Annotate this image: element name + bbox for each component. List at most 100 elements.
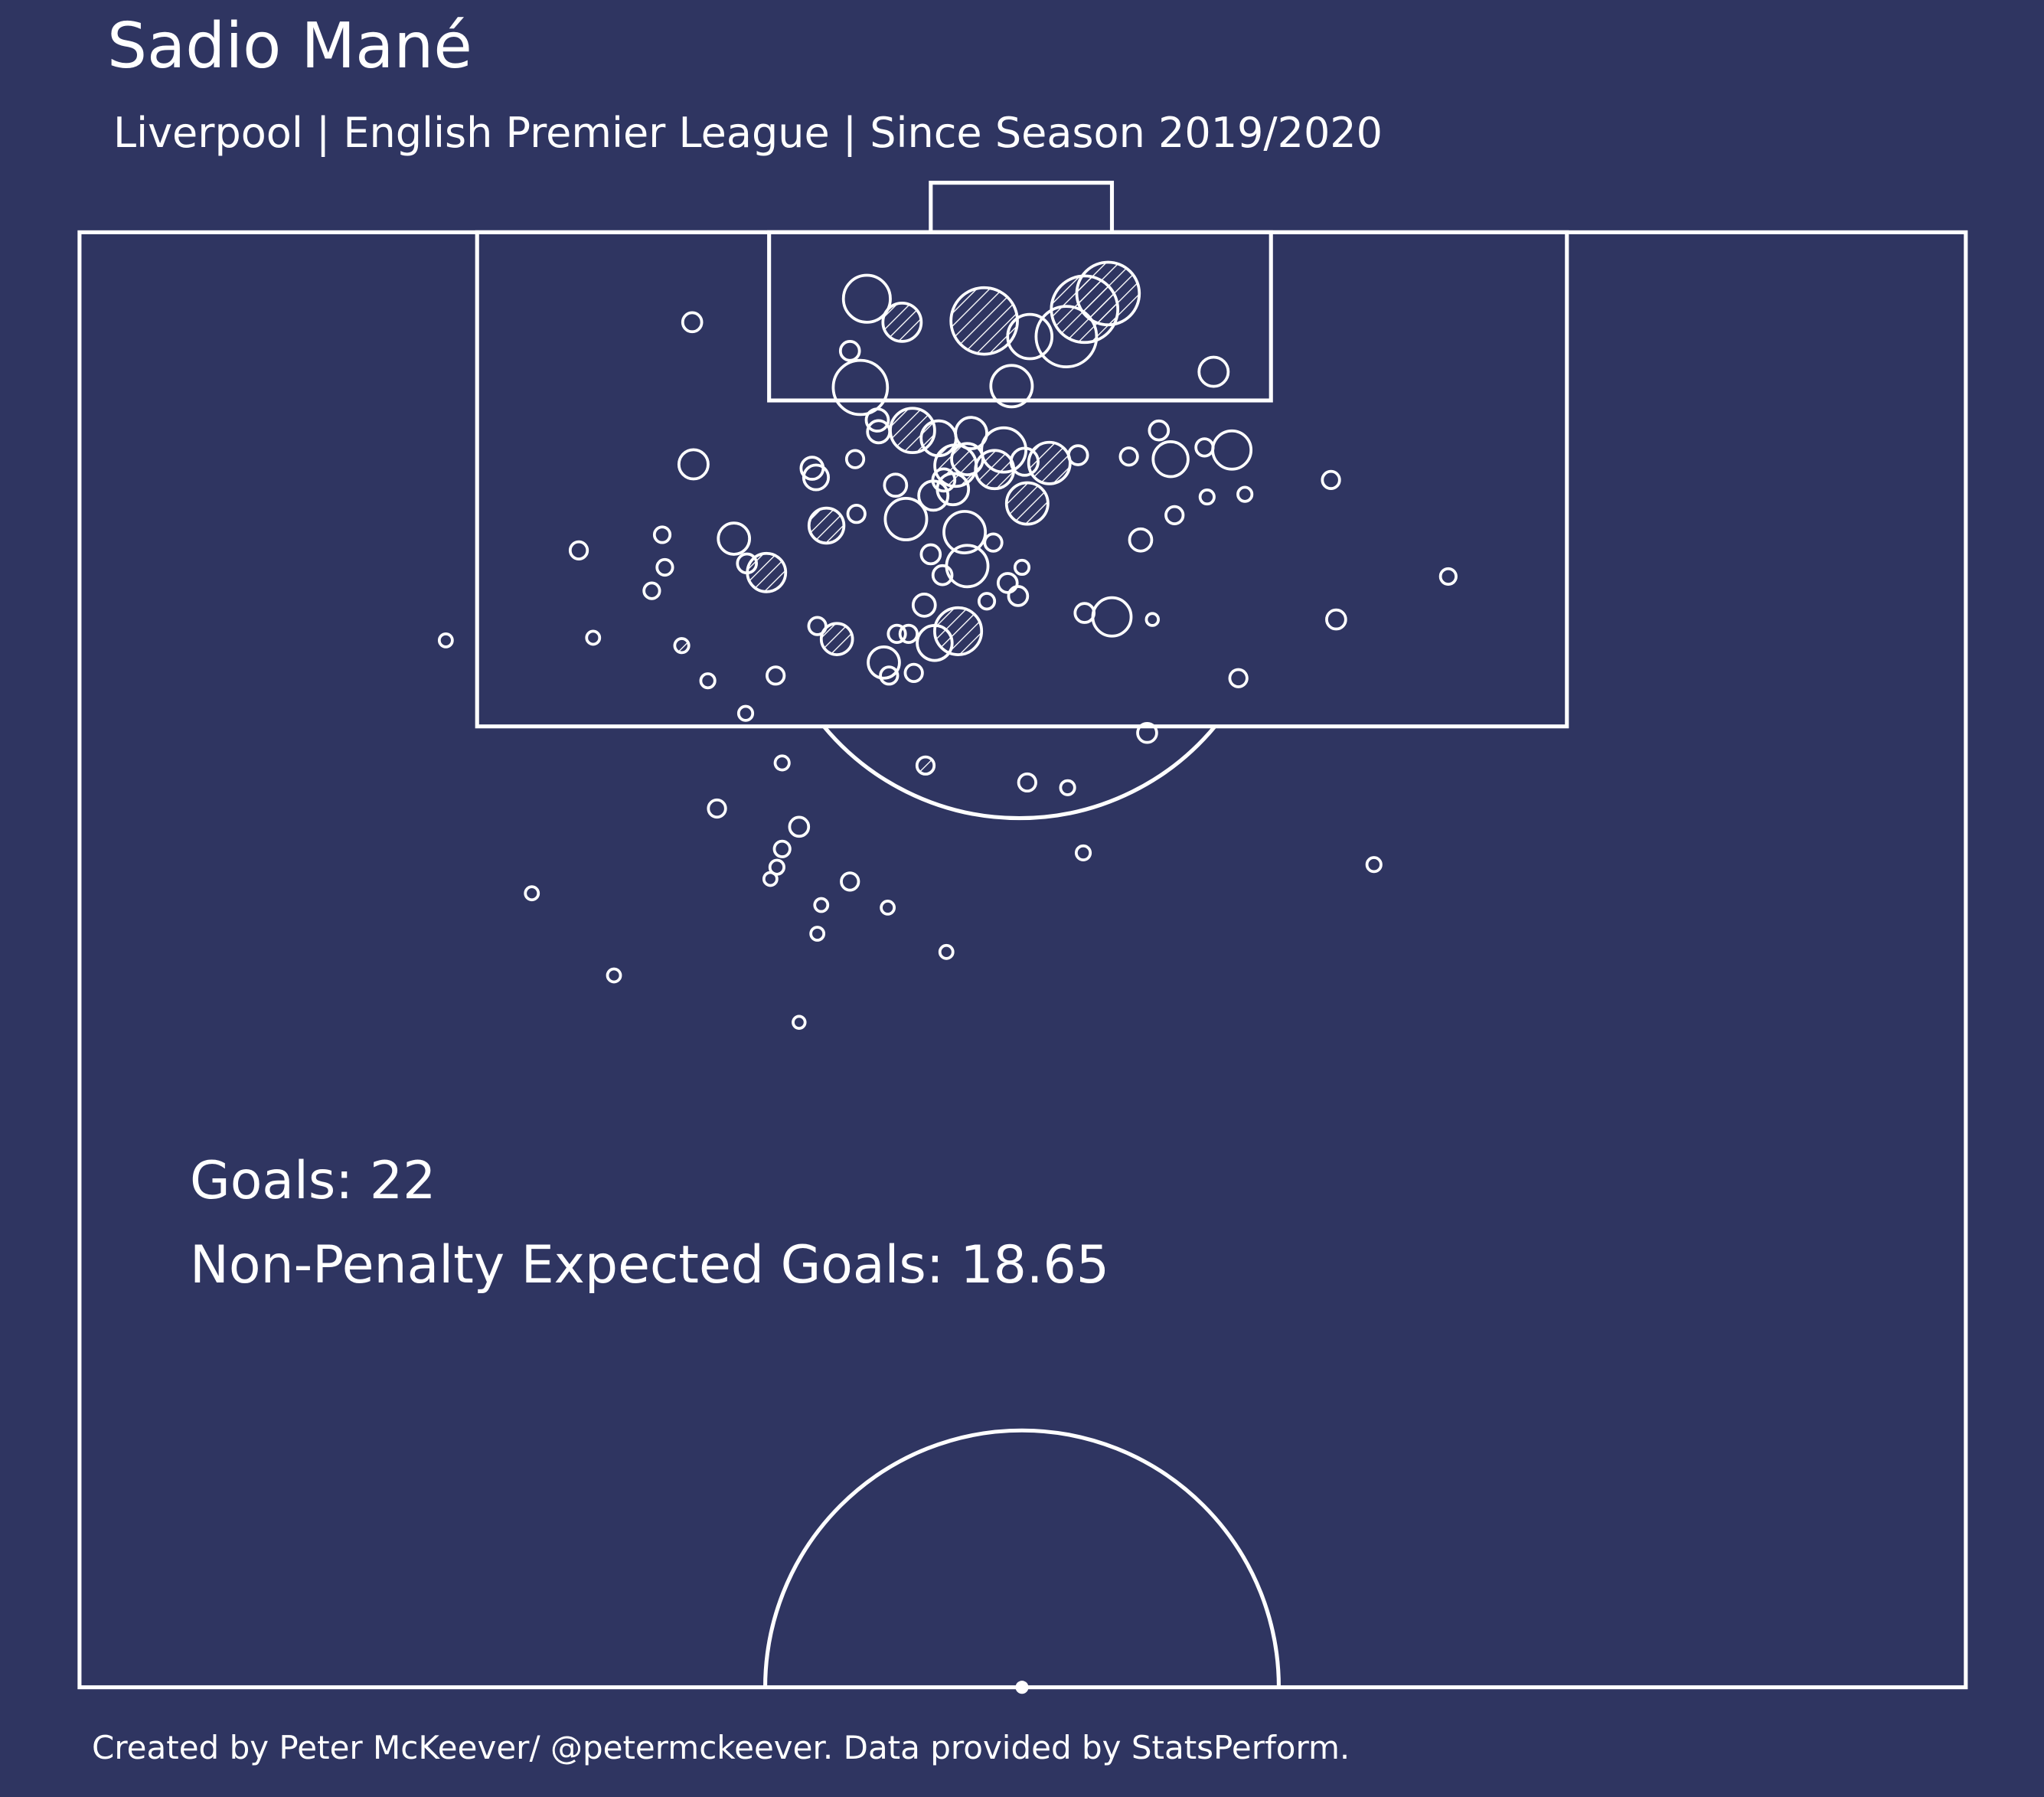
shot-marker — [866, 419, 892, 445]
shot-marker — [606, 967, 622, 984]
shot-marker — [931, 564, 954, 586]
shot-marker — [916, 624, 954, 662]
shot-marker — [1007, 585, 1030, 607]
shot-marker — [886, 623, 907, 644]
shot-marker — [1321, 469, 1341, 491]
centre-spot — [1015, 1681, 1029, 1694]
shot-marker — [1118, 446, 1139, 467]
shot-marker — [802, 463, 831, 492]
shot-marker — [983, 532, 1004, 553]
goals-stat: Goals: 22 — [190, 1151, 436, 1211]
shot-marker — [1438, 567, 1458, 586]
shot-marker — [1009, 446, 1040, 477]
shot-marker — [773, 754, 791, 772]
shot-marker — [642, 581, 661, 600]
shot-goal-marker — [1004, 481, 1050, 526]
penalty-box — [475, 230, 1569, 729]
shot-marker — [1013, 558, 1031, 577]
shot-goal-marker — [1050, 274, 1120, 345]
goal-frame — [929, 181, 1115, 234]
shot-goal-marker — [1027, 440, 1072, 485]
shot-marker — [1148, 419, 1171, 442]
shot-marker — [1164, 505, 1185, 525]
shot-marker — [844, 449, 866, 469]
shot-marker — [1136, 721, 1158, 744]
shot-goal-marker — [807, 506, 846, 545]
shot-marker — [652, 525, 672, 544]
shot-marker — [879, 665, 900, 686]
shot-marker — [1091, 596, 1133, 638]
shot-marker — [942, 510, 988, 554]
shot-goal-marker — [889, 407, 936, 455]
shot-marker — [807, 616, 828, 636]
shot-goal-marker — [881, 301, 923, 343]
shot-goal-marker — [746, 551, 788, 593]
shot-goal-marker — [673, 637, 691, 655]
shot-marker — [883, 497, 929, 541]
shot-marker — [954, 416, 988, 450]
shot-marker — [1073, 602, 1096, 624]
shot-marker — [568, 540, 589, 560]
shot-marker — [1059, 779, 1076, 796]
shot-marker — [699, 672, 717, 690]
shot-goal-marker — [933, 606, 984, 656]
shot-goal-marker — [974, 449, 1016, 491]
shot-marker — [831, 358, 890, 417]
shot-marker — [883, 472, 909, 498]
shot-marker — [996, 572, 1019, 594]
shot-marker — [931, 467, 957, 493]
shot-marker — [1151, 439, 1190, 479]
pitch-lines — [77, 181, 1968, 1690]
shot-marker — [681, 311, 704, 334]
shot-marker — [762, 871, 779, 887]
shot-marker — [864, 407, 890, 433]
shot-marker — [840, 871, 860, 892]
shot-marker — [768, 858, 785, 876]
shot-marker — [1006, 312, 1054, 361]
shot-marker — [841, 273, 892, 324]
shot-marker — [655, 557, 674, 577]
shot-marker — [736, 552, 759, 575]
shot-marker — [919, 543, 942, 566]
shot-marker — [938, 943, 955, 960]
shot-marker — [1365, 856, 1383, 874]
shot-marker — [766, 665, 786, 686]
shot-marker — [989, 364, 1034, 409]
shot-marker — [880, 900, 896, 916]
shot-marker — [772, 839, 792, 858]
shot-marker — [1066, 444, 1089, 466]
shot-marker — [1017, 772, 1037, 793]
shot-marker — [792, 1014, 807, 1030]
shot-goal-marker — [949, 286, 1019, 356]
shot-marker — [585, 629, 602, 646]
shot-marker — [524, 885, 540, 902]
shot-marker — [717, 521, 751, 556]
shot-marker — [898, 623, 919, 644]
credit-footer: Created by Peter McKeever/ @petermckeeve… — [92, 1729, 1350, 1766]
shot-marker — [809, 926, 826, 942]
shots-layer — [437, 260, 1458, 1030]
chart-subtitle: Liverpool | English Premier League | Sin… — [113, 109, 1383, 157]
centre-circle-half — [762, 1428, 1282, 1688]
shot-marker — [1211, 429, 1253, 471]
shot-marker — [437, 632, 454, 649]
pitch-boundary — [77, 230, 1968, 1690]
shot-marker — [1228, 668, 1249, 688]
shot-marker — [1197, 355, 1230, 388]
shot-marker — [736, 704, 755, 722]
shot-marker — [1128, 527, 1154, 553]
shot-marker — [867, 645, 901, 680]
shot-marker — [903, 662, 924, 684]
shot-marker — [1198, 488, 1216, 506]
shot-marker — [838, 340, 861, 362]
npxg-stat: Non-Penalty Expected Goals: 18.65 — [190, 1235, 1110, 1295]
shot-marker — [1325, 608, 1347, 631]
shot-goal-marker — [915, 755, 936, 776]
shot-marker — [977, 592, 997, 611]
shot-marker — [911, 593, 937, 618]
shot-marker — [846, 504, 867, 524]
shot-marker — [1034, 305, 1099, 368]
shot-goal-marker — [819, 622, 854, 656]
shot-marker — [788, 815, 811, 838]
